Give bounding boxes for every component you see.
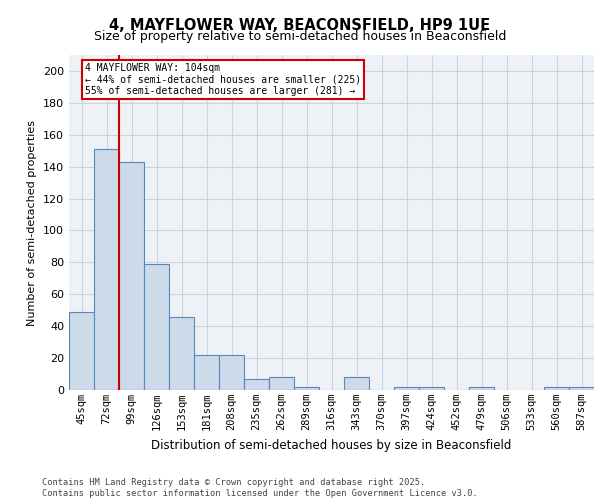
Bar xyxy=(269,377,294,390)
Text: Contains HM Land Registry data © Crown copyright and database right 2025.
Contai: Contains HM Land Registry data © Crown c… xyxy=(42,478,478,498)
X-axis label: Distribution of semi-detached houses by size in Beaconsfield: Distribution of semi-detached houses by … xyxy=(151,438,512,452)
Text: 4 MAYFLOWER WAY: 104sqm
← 44% of semi-detached houses are smaller (225)
55% of s: 4 MAYFLOWER WAY: 104sqm ← 44% of semi-de… xyxy=(85,63,361,96)
Bar xyxy=(69,312,94,390)
Bar xyxy=(169,316,194,390)
Text: Size of property relative to semi-detached houses in Beaconsfield: Size of property relative to semi-detach… xyxy=(94,30,506,43)
Bar xyxy=(144,264,169,390)
Bar xyxy=(394,387,419,390)
Bar xyxy=(119,162,144,390)
Bar xyxy=(244,379,269,390)
Bar xyxy=(294,387,319,390)
Y-axis label: Number of semi-detached properties: Number of semi-detached properties xyxy=(28,120,37,326)
Bar xyxy=(569,387,594,390)
Text: 4, MAYFLOWER WAY, BEACONSFIELD, HP9 1UE: 4, MAYFLOWER WAY, BEACONSFIELD, HP9 1UE xyxy=(109,18,491,32)
Bar xyxy=(344,377,369,390)
Bar xyxy=(419,387,444,390)
Bar xyxy=(219,355,244,390)
Bar xyxy=(194,355,219,390)
Bar xyxy=(94,149,119,390)
Bar xyxy=(469,387,494,390)
Bar xyxy=(544,387,569,390)
